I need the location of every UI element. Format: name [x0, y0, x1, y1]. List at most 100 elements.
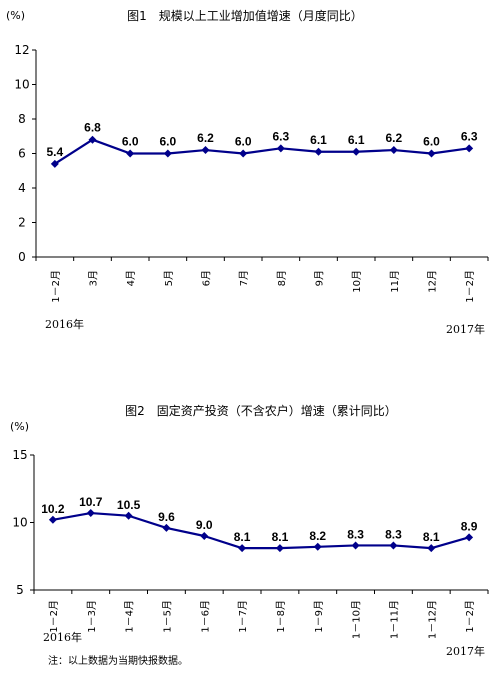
- chart-2-data-point: [200, 532, 209, 540]
- chart-1-data-label: 6.2: [197, 131, 214, 145]
- chart-2-data-point: [238, 544, 247, 553]
- chart-2-data-label: 8.3: [385, 527, 402, 541]
- chart-1-unit-label: (%): [6, 9, 25, 22]
- chart-1-y-tick-label: 6: [18, 147, 26, 161]
- chart-2-data-label: 9.6: [158, 510, 175, 524]
- chart-2-unit-label: (%): [10, 420, 29, 433]
- chart-1-x-tick-label: 3月: [88, 270, 100, 286]
- chart-1-data-labels: 5.4 6.8 6.0 6.0 6.2 6.0 6.3 6.1 6.1 6.2 6.0 6.3: [46, 121, 477, 159]
- chart-1-data-point: [163, 149, 172, 158]
- chart-1-data-label: 6.2: [385, 131, 402, 145]
- chart-2-x-tick-label: 1－4月: [124, 600, 136, 633]
- chart-1-series-line: [54, 138, 470, 165]
- chart-2-year-right: 2017年: [446, 644, 485, 658]
- chart-2-data-point: [275, 544, 284, 553]
- chart-2-x-tick-label: 1－11月: [388, 600, 400, 639]
- chart-1-title: 图1 规模以上工业增加值增速（月度同比）: [127, 8, 363, 23]
- chart-2-data-point: [162, 523, 171, 532]
- chart-2-x-tick-label: 1－3月: [86, 600, 98, 633]
- chart-1-series: [50, 135, 474, 168]
- chart-1-data-point: [126, 149, 135, 158]
- chart-2-x-tick-label: 1－8月: [275, 600, 287, 633]
- chart-1-x-tick-label: 11月: [389, 270, 401, 293]
- chart-2-data-label: 8.1: [272, 530, 289, 544]
- chart-1-y-tick-labels: 0 2 4 6 8 10 12: [14, 43, 29, 264]
- chart-2-series: [48, 509, 474, 553]
- chart-2-data-label: 10.7: [79, 495, 103, 509]
- chart-2-x-tick-label: 1－2月: [464, 600, 476, 633]
- chart-1-data-label: 6.0: [159, 135, 176, 149]
- chart-2-x-tick-label: 1－6月: [199, 600, 211, 633]
- chart-1-data-point: [352, 147, 361, 156]
- chart-1-data-label: 6.1: [310, 133, 327, 147]
- chart-1-x-tick-label: 5月: [163, 270, 175, 286]
- chart-1-axes: [32, 49, 489, 261]
- chart-1-y-tick-label: 8: [18, 112, 26, 126]
- chart-1-data-point: [276, 144, 285, 153]
- chart-2-x-tick-label: 1－7月: [237, 600, 249, 633]
- chart-1-x-tick-label: 9月: [314, 270, 326, 286]
- chart-2-title: 图2 固定资产投资（不含农户）增速（累计同比）: [125, 403, 397, 418]
- chart-1-data-point: [88, 135, 97, 144]
- chart-2-data-point: [86, 509, 95, 518]
- chart-1-data-label: 6.8: [84, 121, 101, 135]
- chart-1-x-tick-label: 1－2月: [50, 270, 62, 303]
- chart-2-series-line: [52, 511, 470, 550]
- chart-1-x-tick-label: 7月: [238, 270, 250, 286]
- chart-1-data-label: 6.3: [461, 129, 478, 143]
- chart-1-y-tick-label: 0: [18, 250, 26, 264]
- chart-2-data-point: [465, 533, 474, 542]
- chart-1-y-tick-label: 10: [14, 78, 29, 92]
- chart-1-y-tick-label: 4: [18, 181, 26, 195]
- chart-2-data-label: 8.9: [461, 519, 478, 533]
- chart-1-data-label: 5.4: [46, 145, 63, 159]
- chart-1-x-tick-label: 6月: [201, 270, 213, 286]
- chart-1-data-point: [201, 146, 210, 155]
- chart-1-y-tick-label: 2: [18, 216, 26, 230]
- chart-2-data-label: 10.2: [41, 502, 65, 516]
- chart-2-y-tick-label: 15: [12, 448, 27, 462]
- chart-1-data-point: [427, 149, 436, 158]
- chart-2-x-tick-labels: 1－2月 1－3月 1－4月 1－5月 1－6月 1－7月 1－8月 1－9月 1－10月 1－1…: [48, 600, 476, 639]
- chart-2-year-left: 2016年: [43, 630, 82, 644]
- chart-2-x-tick-label: 1－5月: [161, 600, 173, 633]
- chart-2-data-point: [427, 544, 436, 553]
- chart-2-y-tick-label: 5: [16, 583, 24, 597]
- chart-1-y-tick-label: 12: [14, 43, 29, 57]
- chart-1-data-point: [465, 144, 474, 153]
- chart-1-x-tick-label: 8月: [276, 270, 288, 286]
- chart-1-data-label: 6.0: [423, 135, 440, 149]
- chart-1-year-left: 2016年: [45, 317, 84, 331]
- chart-1-x-tick-label: 12月: [427, 270, 439, 293]
- chart-2-data-labels: 10.2 10.7 10.5 9.6 9.0 8.1 8.1 8.2 8.3 8.3 8.1 8.9: [41, 495, 478, 544]
- chart-2-axes: [30, 454, 489, 594]
- chart-1-data-point: [50, 159, 59, 168]
- chart-2-data-point: [48, 515, 57, 524]
- chart-2-data-label: 8.3: [347, 527, 364, 541]
- chart-1-data-label: 6.1: [348, 133, 365, 147]
- chart-2-data-point: [124, 511, 133, 520]
- chart-2-x-tick-label: 1－2月: [48, 600, 60, 633]
- chart-2-data-label: 8.1: [234, 530, 251, 544]
- chart-2-x-tick-label: 1－12月: [426, 600, 438, 639]
- chart-1-data-point: [239, 149, 248, 158]
- chart-2-data-label: 10.5: [117, 498, 141, 512]
- chart-2-x-tick-label: 1－9月: [313, 600, 325, 633]
- chart-2-data-label: 9.0: [196, 518, 213, 532]
- chart-1-data-point: [314, 147, 323, 156]
- chart-2-data-point: [313, 542, 322, 551]
- chart-2-data-point: [351, 541, 360, 550]
- chart-1-x-tick-label: 10月: [351, 270, 363, 293]
- chart-1-x-tick-label: 1－2月: [464, 270, 476, 303]
- chart-1-year-right: 2017年: [446, 322, 485, 336]
- chart-2-data-label: 8.2: [309, 529, 326, 543]
- chart-1-x-tick-labels: 1－2月 3月 4月 5月 6月 7月 8月 9月 10月 11月 12月 1－2月: [50, 270, 476, 303]
- chart-2-x-tick-label: 1－10月: [351, 600, 363, 639]
- chart-1-x-tick-label: 4月: [125, 270, 137, 286]
- chart-1-data-label: 6.3: [272, 129, 289, 143]
- chart-2-data-label: 8.1: [423, 530, 440, 544]
- chart-1-data-label: 6.0: [122, 135, 139, 149]
- footnote: 注：以上数据为当期快报数据。: [48, 654, 188, 667]
